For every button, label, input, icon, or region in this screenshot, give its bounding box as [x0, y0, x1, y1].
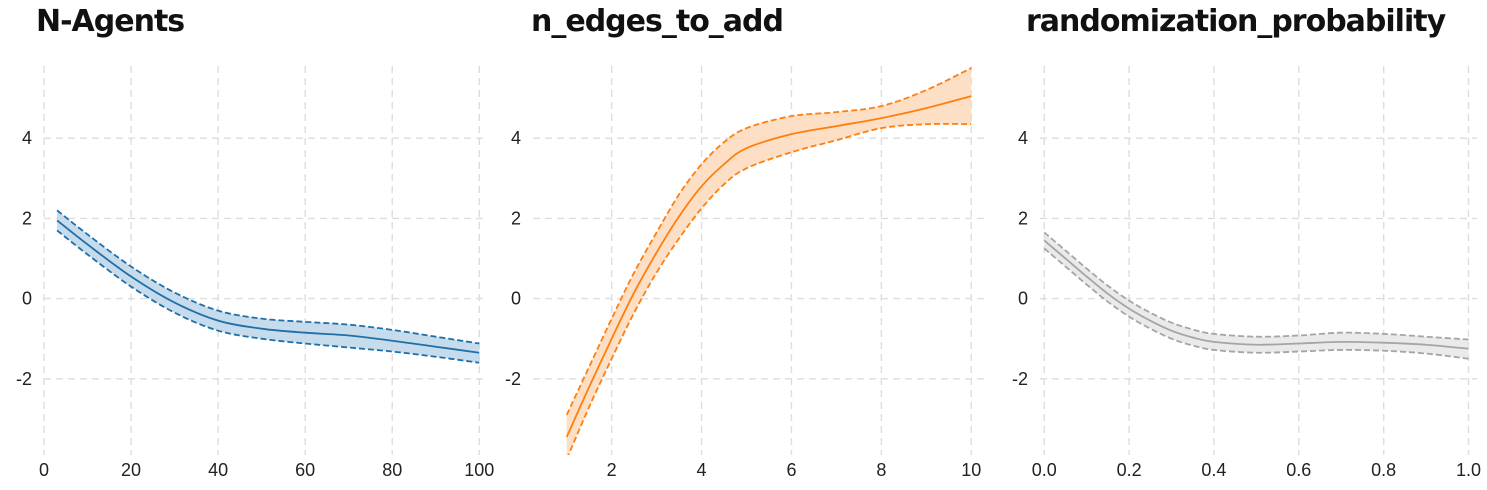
x-tick-label: 80: [382, 460, 402, 480]
x-tick-label: 100: [464, 460, 494, 480]
x-tick-label: 0.2: [1117, 460, 1142, 480]
confidence-band: [57, 210, 480, 363]
x-tick-label: 60: [295, 460, 315, 480]
x-tick-label: 0.0: [1032, 460, 1057, 480]
y-tick-label: 2: [1018, 208, 1028, 228]
y-tick-label: 4: [1018, 128, 1028, 148]
plot-area: [56, 209, 480, 364]
chart-title: N-Agents: [36, 4, 185, 39]
y-tick-label: 0: [22, 289, 32, 309]
lower-bound-line: [56, 229, 480, 364]
x-tick-label: 0: [39, 460, 49, 480]
x-tick-label: 6: [786, 460, 796, 480]
y-tick-label: -2: [505, 369, 521, 389]
x-tick-label: 20: [121, 460, 141, 480]
y-tick-label: 4: [511, 128, 521, 148]
mean-line: [56, 219, 480, 354]
x-tick-label: 4: [697, 460, 707, 480]
mean-line: [1043, 239, 1469, 350]
mean-line: [565, 95, 972, 438]
plot-area: [565, 67, 972, 455]
lower-bound-line: [567, 122, 972, 455]
panel-n-agents: N-Agents 0 20 40 60 80 100 -2 0 2 4: [0, 0, 494, 490]
y-tick-label: 0: [1018, 289, 1028, 309]
plot-area: [1043, 231, 1469, 360]
y-tick-label: 2: [22, 208, 32, 228]
upper-bound-line: [1043, 231, 1469, 341]
x-tick-label: 0.4: [1201, 460, 1226, 480]
x-tick-label: 10: [961, 460, 981, 480]
gridlines: [533, 66, 987, 455]
upper-bound-line: [56, 209, 480, 345]
x-tick-label: 1.0: [1456, 460, 1481, 480]
panel-n-edges-to-add: n_edges_to_add 2 4 6 8 10 -2 0 2 4: [495, 0, 987, 490]
y-tick-label: 0: [511, 289, 521, 309]
panel-randomization-probability: randomization_probability 0.0 0.2 0.4 0.6 0.…: [990, 0, 1481, 490]
chart-n-edges-to-add: 2 4 6 8 10 -2 0 2 4: [505, 66, 987, 480]
confidence-band: [1044, 232, 1469, 359]
chart-title: randomization_probability: [1026, 4, 1446, 39]
y-tick-label: -2: [16, 369, 32, 389]
x-tick-label: 0.8: [1371, 460, 1396, 480]
y-tick-label: 2: [511, 208, 521, 228]
chart-title: n_edges_to_add: [531, 4, 784, 39]
chart-randomization-probability: 0.0 0.2 0.4 0.6 0.8 1.0 -2 0 2 4: [1012, 66, 1481, 480]
x-tick-label: 0.6: [1286, 460, 1311, 480]
x-tick-label: 8: [876, 460, 886, 480]
confidence-band: [566, 68, 972, 455]
upper-bound-line: [565, 67, 972, 416]
gridlines: [1040, 66, 1477, 455]
y-tick-label: 4: [22, 128, 32, 148]
gridlines: [43, 66, 488, 455]
y-tick-label: -2: [1012, 369, 1028, 389]
chart-n-agents: 0 20 40 60 80 100 -2 0 2 4: [16, 66, 494, 480]
x-tick-label: 40: [208, 460, 228, 480]
x-tick-label: 2: [607, 460, 617, 480]
lower-bound-line: [1043, 247, 1469, 360]
